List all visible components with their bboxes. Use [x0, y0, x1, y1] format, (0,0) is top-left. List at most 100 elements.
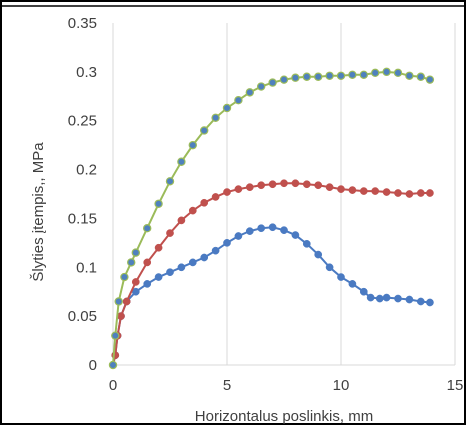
data-point — [188, 206, 197, 215]
data-point — [291, 231, 300, 239]
data-point — [200, 253, 209, 262]
data-point — [268, 223, 277, 232]
data-point — [234, 232, 243, 240]
data-point — [223, 188, 231, 196]
data-point — [371, 68, 380, 78]
data-point — [280, 179, 288, 188]
data-point — [382, 67, 391, 77]
data-point — [348, 186, 357, 194]
series-layer — [108, 67, 435, 370]
data-point — [348, 280, 357, 288]
data-point — [120, 272, 129, 282]
data-point — [394, 294, 402, 303]
data-point — [245, 227, 254, 235]
data-point — [359, 287, 368, 296]
data-point — [143, 258, 152, 267]
data-point — [336, 71, 346, 80]
data-point — [302, 239, 311, 248]
data-point — [337, 185, 345, 193]
axis-layer — [112, 23, 455, 366]
data-point — [200, 198, 209, 207]
data-point — [257, 82, 266, 91]
data-point — [302, 180, 311, 189]
data-point — [111, 331, 120, 340]
data-point — [199, 126, 209, 135]
data-point — [234, 185, 243, 193]
data-point — [314, 250, 323, 259]
y-tick-label: 0.3 — [76, 64, 97, 81]
data-point — [234, 95, 243, 105]
data-point — [393, 68, 403, 78]
data-point — [166, 229, 174, 237]
data-point — [268, 78, 277, 87]
data-point — [366, 293, 375, 302]
y-tick-label: 0.1 — [76, 259, 97, 276]
data-point — [405, 190, 414, 198]
data-point — [375, 294, 384, 303]
data-point — [154, 273, 163, 281]
data-point — [280, 226, 288, 235]
series-group — [108, 67, 435, 370]
x-tick-label: 10 — [333, 377, 350, 394]
x-tick-label: 5 — [223, 377, 231, 394]
data-point — [425, 75, 435, 84]
data-point — [279, 75, 289, 84]
x-axis-title: Horizontalus poslinkis, mm — [195, 408, 373, 425]
data-point — [325, 71, 334, 80]
x-tick-label: 15 — [447, 377, 464, 394]
data-point — [143, 280, 152, 288]
label-layer: 0 5 10 15 0 0.05 0.1 0.15 0.2 0.25 0.3 0.35 — [68, 15, 464, 394]
data-point — [127, 258, 136, 267]
data-point — [211, 193, 220, 201]
data-point — [314, 181, 323, 190]
data-point — [188, 258, 197, 267]
data-point — [142, 223, 152, 233]
data-point — [416, 297, 425, 306]
y-tick-label: 0.15 — [68, 210, 97, 227]
data-point — [359, 70, 368, 79]
data-point — [405, 71, 414, 80]
data-point — [405, 295, 414, 304]
data-point — [114, 297, 123, 306]
y-tick-label: 0 — [89, 357, 97, 374]
data-point — [211, 246, 220, 255]
data-point — [245, 183, 254, 192]
data-point — [348, 70, 357, 79]
data-point — [165, 177, 175, 186]
data-point — [166, 268, 174, 277]
data-point — [223, 239, 231, 247]
data-point — [154, 199, 163, 208]
data-point — [177, 157, 186, 166]
data-point — [382, 293, 391, 302]
data-point — [359, 187, 368, 195]
data-point — [371, 187, 380, 195]
data-point — [416, 72, 425, 81]
data-point — [131, 278, 140, 286]
data-point — [382, 188, 391, 196]
data-point — [257, 224, 266, 233]
data-point — [257, 181, 266, 190]
y-tick-label: 0.35 — [68, 15, 97, 32]
data-point — [108, 360, 118, 370]
data-point — [245, 88, 254, 97]
data-point — [222, 103, 232, 113]
data-point — [291, 73, 300, 82]
data-point — [337, 273, 345, 281]
data-point — [416, 189, 425, 197]
data-point — [268, 180, 277, 189]
data-point — [302, 72, 311, 81]
data-point — [188, 140, 197, 150]
data-point — [314, 72, 323, 81]
data-point — [426, 189, 434, 197]
y-tick-label: 0.05 — [68, 308, 97, 325]
y-axis-title: Šlyties įtempis,, MPa — [30, 142, 47, 282]
data-point — [177, 216, 186, 225]
data-point — [154, 243, 163, 252]
data-point — [325, 183, 334, 192]
data-point — [426, 298, 434, 307]
data-point — [122, 297, 131, 306]
data-point — [211, 113, 220, 122]
data-point — [291, 179, 300, 188]
